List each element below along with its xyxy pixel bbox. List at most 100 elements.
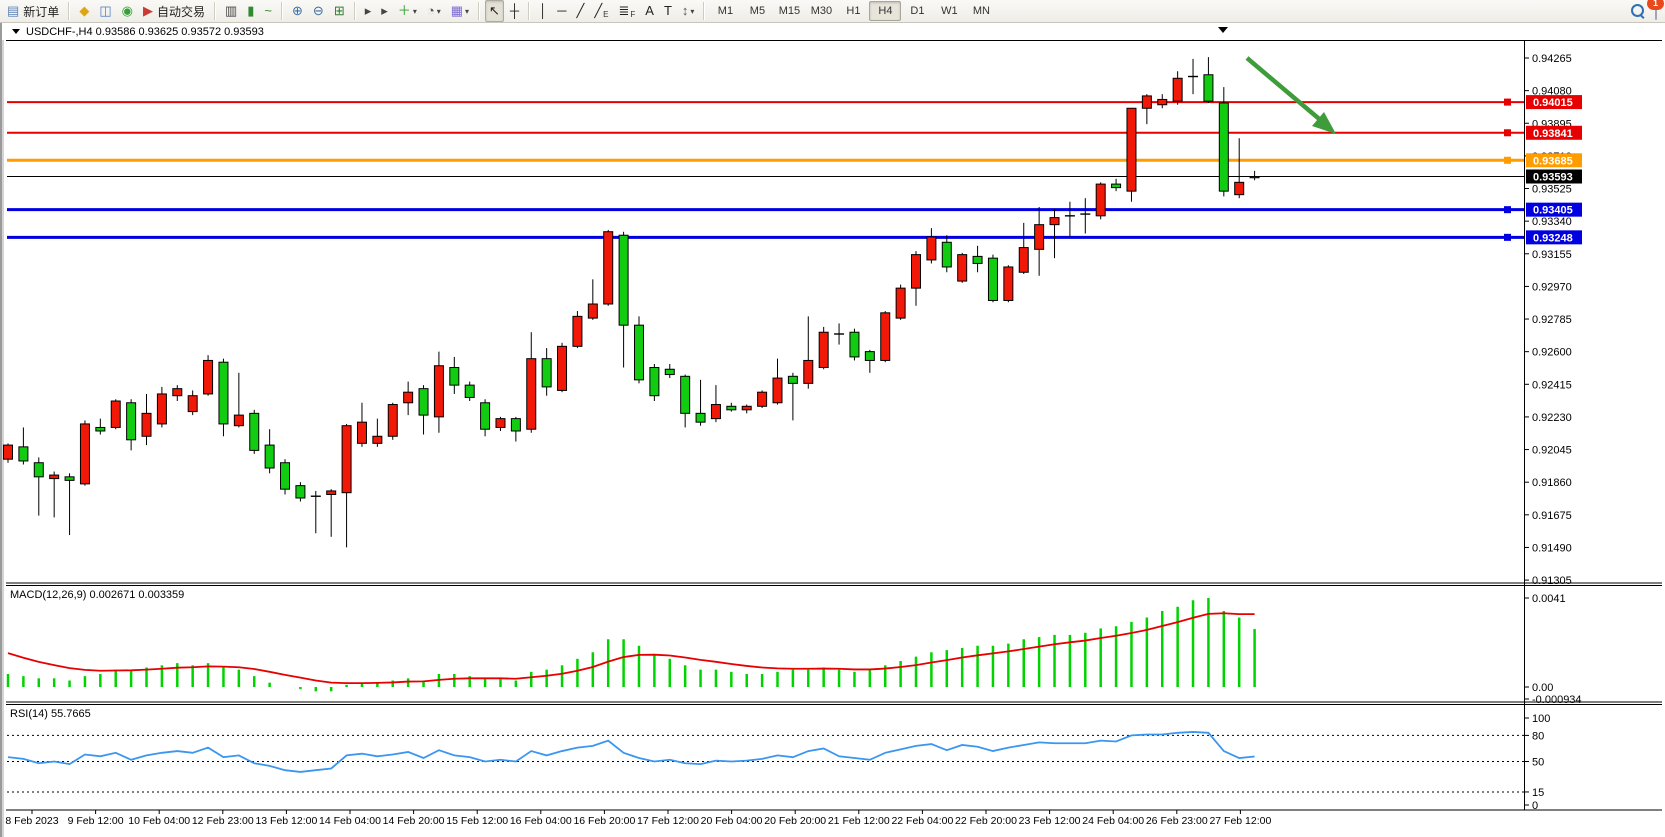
autotrade-button[interactable]: ▶ 自动交易	[139, 0, 209, 22]
periods-clock-icon: ◔	[426, 3, 435, 18]
bear-candlestick	[1203, 74, 1214, 102]
timeframe-button-H1[interactable]: H1	[846, 5, 861, 17]
time-axis-label: 8 Feb 2023	[5, 815, 58, 827]
bull-candlestick	[757, 391, 768, 407]
main-toolbar: ▤ 新订单 ◆ ◫ ◉ ▶ 自动交易 ▥ ▮ ~ ⊕ ⊖ ⊞ ▸ ▸ ＋ ▾ ◔ ▾ ▦ ▾ ↖ ┼ │ ─ ╱ ╱ E ≣ F A T ↕ ▾ …	[0, 0, 1665, 23]
timeframe-button-M15[interactable]: M15	[778, 5, 801, 17]
time-axis-label: 17 Feb 12:00	[637, 815, 699, 827]
time-axis-label: 16 Feb 04:00	[510, 815, 572, 827]
bull-candlestick	[710, 404, 721, 420]
signal-service-icon: ◉	[121, 3, 133, 18]
axis-label: 0.92045	[1532, 445, 1572, 457]
chart-shift-marker-icon[interactable]	[1218, 27, 1228, 33]
auto-scroll-button[interactable]: ▸	[361, 0, 376, 22]
bear-candlestick	[787, 375, 798, 384]
axis-label: 80	[1532, 730, 1544, 742]
tile-windows-button[interactable]: ⊞	[330, 0, 349, 22]
bull-candlestick	[79, 423, 90, 485]
bull-candlestick	[1126, 107, 1137, 192]
price-level-badge-label: 0.93841	[1533, 128, 1573, 140]
toolbar-buttons: ▤ 新订单 ◆ ◫ ◉ ▶ 自动交易 ▥ ▮ ~ ⊕ ⊖ ⊞ ▸ ▸ ＋ ▾ ◔ ▾ ▦ ▾ ↖ ┼ │ ─ ╱ ╱ E ≣ F A T ↕ ▾	[2, 0, 709, 22]
search-icon[interactable]	[1631, 4, 1645, 19]
timeframe-button-H4[interactable]: H4	[869, 1, 902, 21]
profile-chart-button[interactable]: ◫	[95, 0, 115, 22]
icon-sub-label: E	[603, 10, 609, 19]
trendline-button[interactable]: ╱	[572, 0, 588, 22]
vertical-line-button[interactable]: │	[535, 0, 551, 22]
line-chart-icon: ~	[264, 3, 273, 18]
axis-label: 0.91490	[1532, 542, 1572, 554]
hline-handle[interactable]	[1504, 129, 1511, 137]
hline-handle[interactable]	[1504, 206, 1511, 214]
axis-label: 0.92600	[1532, 347, 1572, 359]
template-button[interactable]: ▦ ▾	[447, 0, 473, 22]
trend-annotation-arrow[interactable]	[1245, 56, 1326, 125]
channel-button[interactable]: ╱ E	[590, 0, 612, 22]
dropdown-caret-icon: ▾	[412, 6, 417, 16]
gold-indicator-button[interactable]: ◆	[75, 0, 93, 22]
hline-handle[interactable]	[1504, 156, 1511, 164]
notifications-button[interactable]: 1	[1647, 0, 1664, 20]
timeframe-button-D1[interactable]: D1	[910, 5, 925, 17]
text-label-button[interactable]: T	[660, 0, 676, 22]
chart-shift-icon: ▸	[381, 3, 388, 18]
timeframe-button-M1[interactable]: M1	[717, 5, 734, 17]
timeframe-button-M30[interactable]: M30	[810, 5, 833, 17]
indicators-button[interactable]: ＋ ▾	[394, 0, 421, 22]
arrows-tool-button[interactable]: ↕ ▾	[678, 0, 699, 22]
dropdown-caret-icon: ▾	[436, 6, 441, 16]
bull-candlestick	[818, 331, 829, 368]
bar-chart-button[interactable]: ▥	[221, 0, 241, 22]
timeframe-toolbar: M1 M5 M15 M30 H1 H4 D1 W1 MN	[709, 1, 997, 21]
new-order-button[interactable]: ▤ 新订单	[3, 0, 63, 22]
axis-label: 0.94265	[1532, 53, 1572, 65]
bear-candlestick	[95, 426, 106, 432]
signal-service-button[interactable]: ◉	[118, 0, 137, 22]
axis-label: 0.93340	[1532, 216, 1572, 228]
zoom-in-icon: ⊕	[292, 3, 303, 18]
bear-candlestick	[280, 462, 291, 490]
bull-candlestick	[141, 412, 152, 437]
bear-candlestick	[972, 255, 983, 264]
objects-dropdown-icon[interactable]	[12, 29, 20, 34]
price-level-badge-label: 0.93685	[1533, 155, 1573, 167]
price-level-badge	[1526, 153, 1582, 168]
macd-signal-line	[7, 612, 1255, 684]
bar-chart-icon: ▥	[224, 3, 238, 18]
axis-label: 50	[1532, 757, 1544, 769]
bear-candlestick	[649, 366, 660, 397]
bear-candlestick	[1218, 102, 1229, 192]
text-button[interactable]: A	[641, 0, 658, 22]
candlestick-chart-icon: ▮	[247, 3, 255, 18]
horizontal-line-icon: ─	[557, 3, 567, 18]
time-axis-label: 22 Feb 04:00	[891, 815, 953, 827]
bear-candlestick	[987, 257, 998, 301]
line-chart-button[interactable]: ~	[260, 0, 276, 22]
bull-candlestick	[433, 365, 444, 418]
toolbar-separator	[478, 2, 481, 20]
hline-handle[interactable]	[1504, 98, 1511, 106]
time-axis-label: 10 Feb 04:00	[128, 815, 190, 827]
zoom-in-button[interactable]: ⊕	[288, 0, 307, 22]
periods-clock-button[interactable]: ◔ ▾	[423, 0, 445, 22]
timeframe-button-MN[interactable]: MN	[972, 5, 990, 17]
trend-annotation-arrowhead[interactable]	[1312, 112, 1336, 134]
crosshair-button[interactable]: ┼	[506, 0, 523, 22]
fibonacci-button[interactable]: ≣ F	[614, 0, 639, 22]
bull-candlestick	[387, 404, 398, 437]
horizontal-line-button[interactable]: ─	[553, 0, 570, 22]
zoom-out-button[interactable]: ⊖	[309, 0, 328, 22]
timeframe-button-M5[interactable]: M5	[749, 5, 766, 17]
fibonacci-icon: ≣	[618, 3, 630, 18]
cursor-button[interactable]: ↖	[485, 0, 504, 22]
chart-shift-button[interactable]: ▸	[377, 0, 392, 22]
toolbar-separator	[213, 2, 216, 20]
time-axis-label: 22 Feb 20:00	[955, 815, 1017, 827]
bull-candlestick	[1034, 224, 1045, 250]
hline-handle[interactable]	[1504, 233, 1511, 241]
rsi-indicator-label: RSI(14) 55.7665	[10, 708, 91, 720]
time-axis-label: 23 Feb 12:00	[1019, 815, 1081, 827]
candlestick-chart-button[interactable]: ▮	[243, 0, 258, 22]
time-axis-label: 26 Feb 23:00	[1146, 815, 1208, 827]
timeframe-button-W1[interactable]: W1	[941, 5, 958, 17]
